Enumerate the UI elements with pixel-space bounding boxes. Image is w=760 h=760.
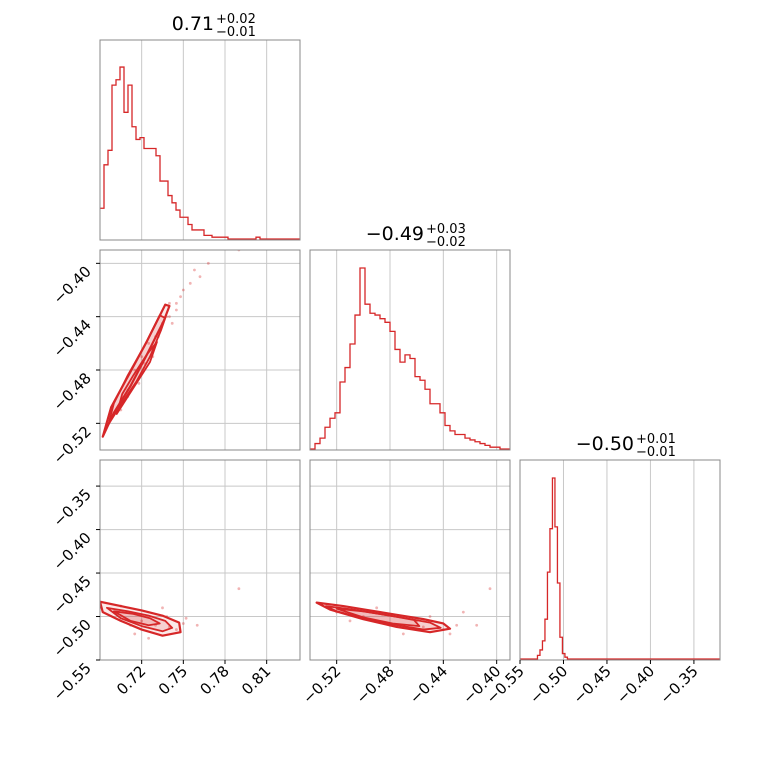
scatter-point [181,622,185,625]
pair-content [100,587,241,640]
pair-content [101,250,241,438]
x-tick-label: −0.35 [657,662,702,707]
title-lower: −0.01 [216,25,256,40]
title-lower: −0.01 [636,445,676,460]
y-tick-label: −0.40 [50,262,95,307]
hist-panel-2: −0.49 +0.03−0.02 [309,222,511,451]
scatter-point [137,381,141,385]
pair-panel-1: −0.52 −0.48 −0.44 −0.40 [50,249,301,468]
scatter-point [461,610,465,614]
y-tick-label: −0.35 [50,485,95,530]
scatter-point [140,355,144,359]
hist-panel-1: 0.71 +0.02−0.01 [99,12,301,241]
scatter-point [198,275,202,279]
y-tick-label: −0.48 [50,369,95,414]
scatter-point [147,341,151,345]
pair-panel-2: −0.55−0.50−0.45−0.40−0.35 0.72 0.75 0.78 0.8… [50,459,301,704]
scatter-point [348,619,352,623]
x-tick-label: 0.78 [196,662,232,698]
scatter-point [455,623,459,627]
title-upper: +0.03 [426,222,466,237]
pair-content [315,587,492,636]
scatter-point [375,606,379,610]
histogram-step [100,66,300,240]
scatter-point [140,619,144,623]
scatter-point [147,636,151,640]
scatter-point [133,632,137,636]
scatter-point [168,315,171,319]
title-upper: +0.02 [216,12,256,27]
scatter-point [206,261,210,265]
contour-level-2 [106,606,174,633]
title-median: −0.49 [366,223,424,245]
panels: 0.71 +0.02−0.01−0.49 +0.03−0.02−0.50 +0.01−… [50,12,721,707]
panel-frame [99,249,301,451]
contour-level-3 [115,341,158,415]
contour-level-3 [112,610,161,627]
hist-title-1: 0.71 +0.02−0.01 [172,12,256,40]
panel-frame [309,249,511,451]
scatter-point [448,632,452,636]
y-tick-label: −0.44 [50,316,95,361]
scatter-point [488,587,492,591]
scatter-point [184,616,188,620]
x-tick-label: 0.72 [113,662,149,698]
title-upper: +0.01 [636,432,676,447]
scatter-point [188,281,192,285]
x-tick-label: 0.75 [155,662,191,698]
hist-title-2: −0.49 +0.03−0.02 [366,222,466,250]
scatter-point [161,606,164,610]
scatter-point [195,623,199,627]
scatter-point [421,625,425,629]
scatter-point [174,628,178,631]
x-tick-label: −0.52 [299,662,344,707]
scatter-point [237,587,241,591]
scatter-point [401,632,405,636]
title-lower: −0.02 [426,235,466,250]
scatter-point [174,301,178,305]
y-tick-label: −0.40 [50,529,95,574]
x-tick-label: −0.48 [353,662,398,707]
x-tick-label: 0.81 [238,662,274,698]
x-tick-label: −0.44 [406,662,451,707]
scatter-point [428,615,432,618]
y-tick-label: −0.52 [50,422,95,467]
x-tick-label: −0.40 [613,662,658,707]
scatter-point [181,288,185,292]
y-tick-label: −0.55 [50,659,95,704]
panel-frame [309,459,511,661]
x-tick-label: −0.50 [526,662,571,707]
title-median: 0.71 [172,13,214,35]
hist-panel-3: −0.50 +0.01−0.01−0.55−0.50−0.45−0.40−0.35 [483,432,721,707]
scatter-point [475,623,479,627]
y-tick-label: −0.45 [50,572,95,617]
panel-frame [99,459,301,661]
title-median: −0.50 [576,433,634,455]
histogram-step [520,477,720,660]
scatter-point [174,308,178,312]
scatter-point [179,295,182,299]
panel-frame [99,39,301,241]
pair-panel-3: −0.52 −0.48 −0.44 −0.40 [299,459,511,707]
scatter-point [170,321,174,325]
hist-title-3: −0.50 +0.01−0.01 [576,432,676,460]
scatter-point [168,301,171,305]
x-tick-label: −0.45 [570,662,615,707]
y-tick-label: −0.50 [50,616,95,661]
histogram-step [310,267,510,450]
contour-level-3 [335,607,421,627]
panel-frame [519,459,721,661]
scatter-point [193,268,196,272]
